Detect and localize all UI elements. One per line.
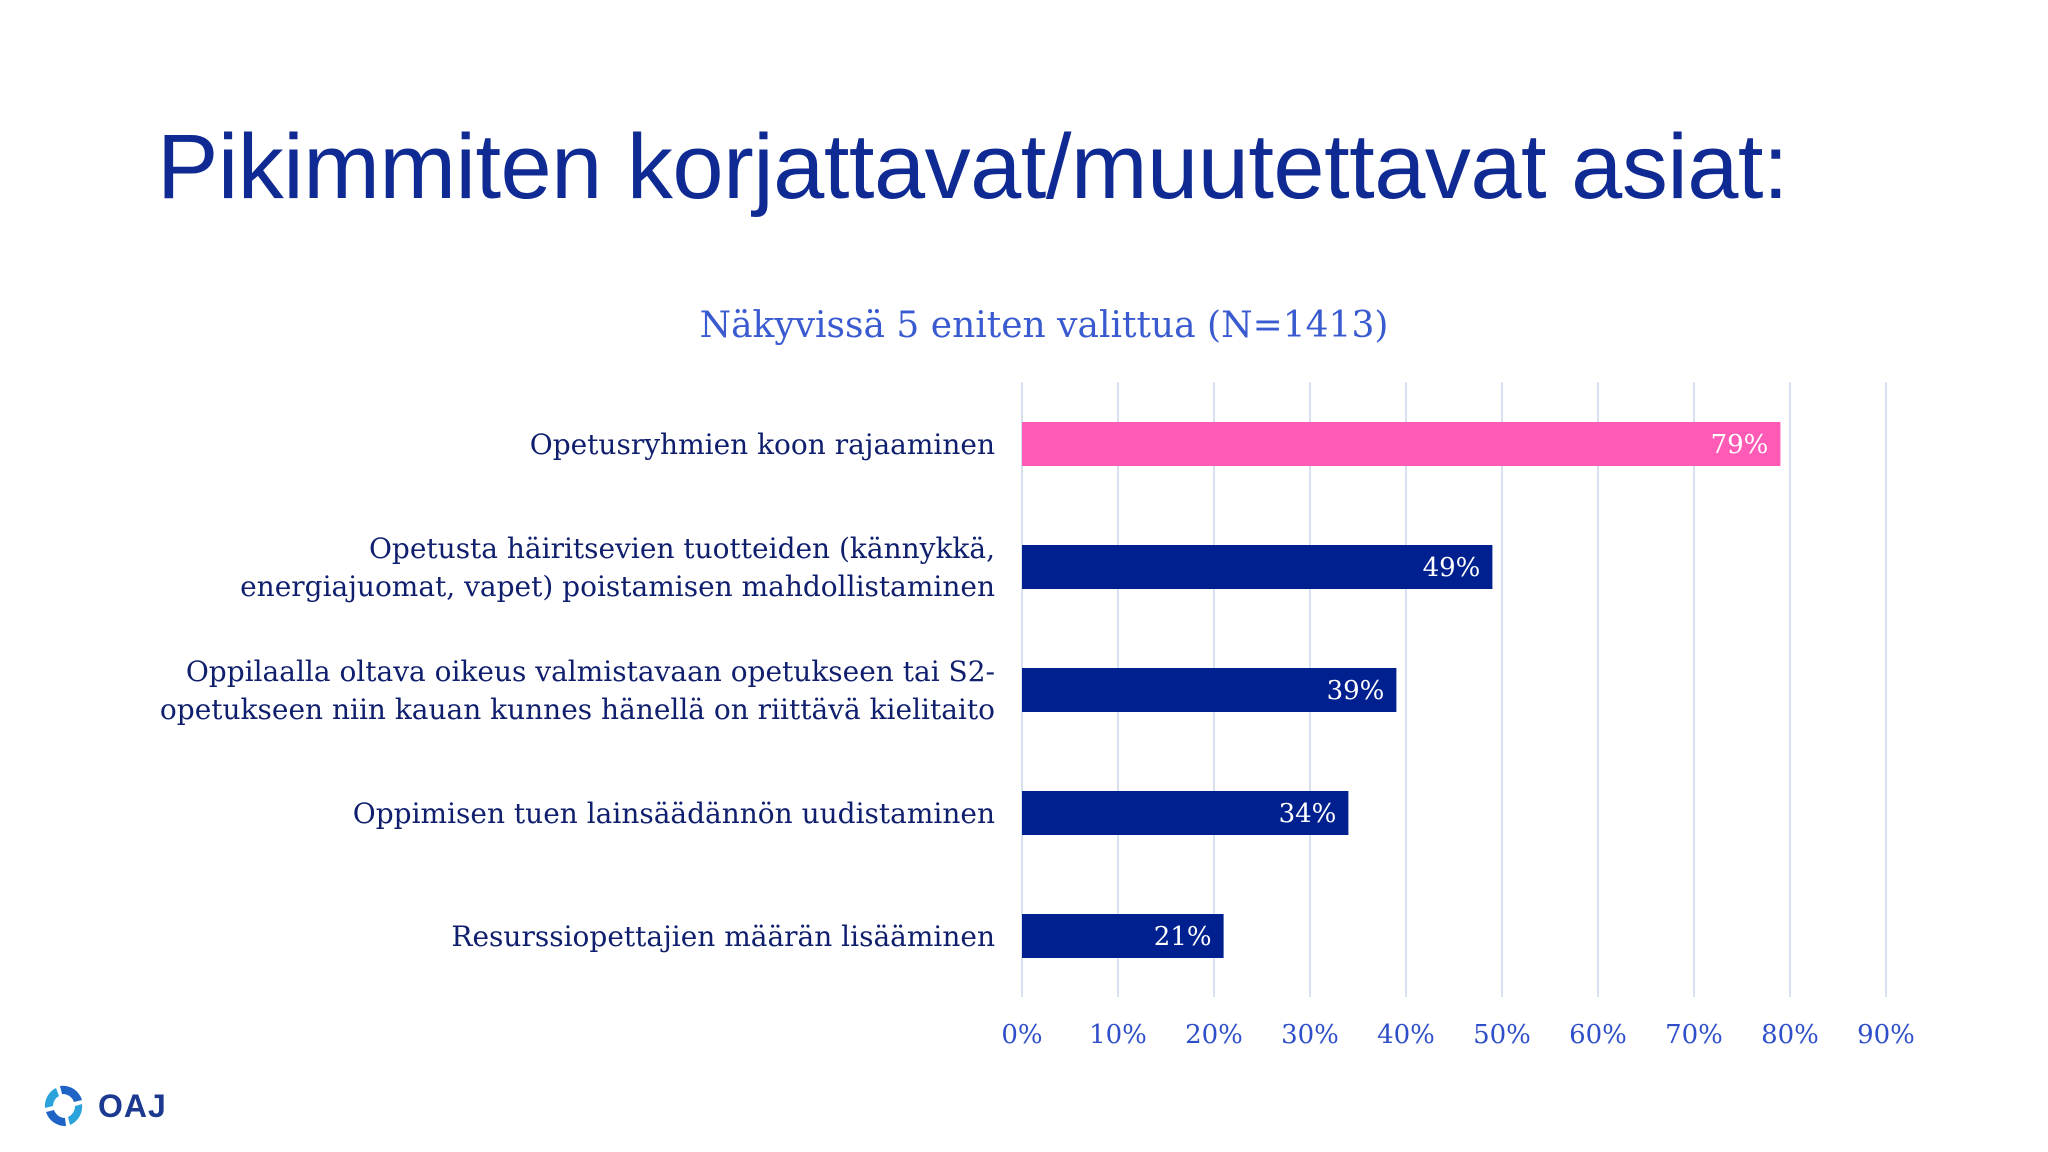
x-axis-tick-labels: 0% 10% 20% 30% 40% 50% 60% 70% 80% 90% — [1001, 1020, 1915, 1050]
bar-chart: 79% 49% 39% 34% 21% Opetusryhmien koon rajaa… — [160, 382, 1915, 1050]
bar — [1022, 914, 1224, 958]
chart-title: Näkyvissä 5 eniten valittua (N=1413) — [699, 305, 1389, 346]
x-tick-label: 60% — [1569, 1020, 1627, 1050]
x-tick-label: 70% — [1665, 1020, 1723, 1050]
category-label: Opetusta häiritsevien tuotteiden (kännyk… — [240, 532, 995, 603]
x-tick-label: 80% — [1761, 1020, 1819, 1050]
x-tick-label: 40% — [1377, 1020, 1435, 1050]
bar-value-label: 49% — [1423, 553, 1481, 583]
oaj-logo-icon — [44, 1085, 83, 1127]
bar — [1022, 668, 1397, 712]
category-label: Resurssiopettajien määrän lisääminen — [451, 920, 995, 953]
bar — [1022, 791, 1349, 835]
bar — [1022, 545, 1493, 589]
x-tick-label: 20% — [1185, 1020, 1243, 1050]
bar-value-label: 34% — [1279, 799, 1337, 829]
bar-value-label: 39% — [1327, 676, 1385, 706]
category-label: Opetusryhmien koon rajaaminen — [530, 428, 995, 461]
category-labels: Opetusryhmien koon rajaaminen Opetusta hä… — [160, 428, 995, 953]
slide-title: Pikimmiten korjattavat/muutettavat asiat… — [157, 116, 1789, 218]
bar — [1022, 422, 1781, 466]
x-tick-label: 30% — [1281, 1020, 1339, 1050]
bar-value-label: 21% — [1154, 922, 1212, 952]
x-tick-label: 50% — [1473, 1020, 1531, 1050]
category-label: Oppimisen tuen lainsäädännön uudistamine… — [353, 797, 995, 830]
bars: 79% 49% 39% 34% 21% — [1022, 422, 1781, 958]
oaj-logo: OAJ — [40, 1082, 167, 1130]
x-tick-label: 0% — [1001, 1020, 1042, 1050]
x-tick-label: 90% — [1857, 1020, 1915, 1050]
logo-text: OAJ — [98, 1087, 167, 1124]
x-tick-label: 10% — [1089, 1020, 1147, 1050]
bar-value-label: 79% — [1711, 430, 1769, 460]
category-label: Oppilaalla oltava oikeus valmistavaan op… — [160, 655, 995, 726]
